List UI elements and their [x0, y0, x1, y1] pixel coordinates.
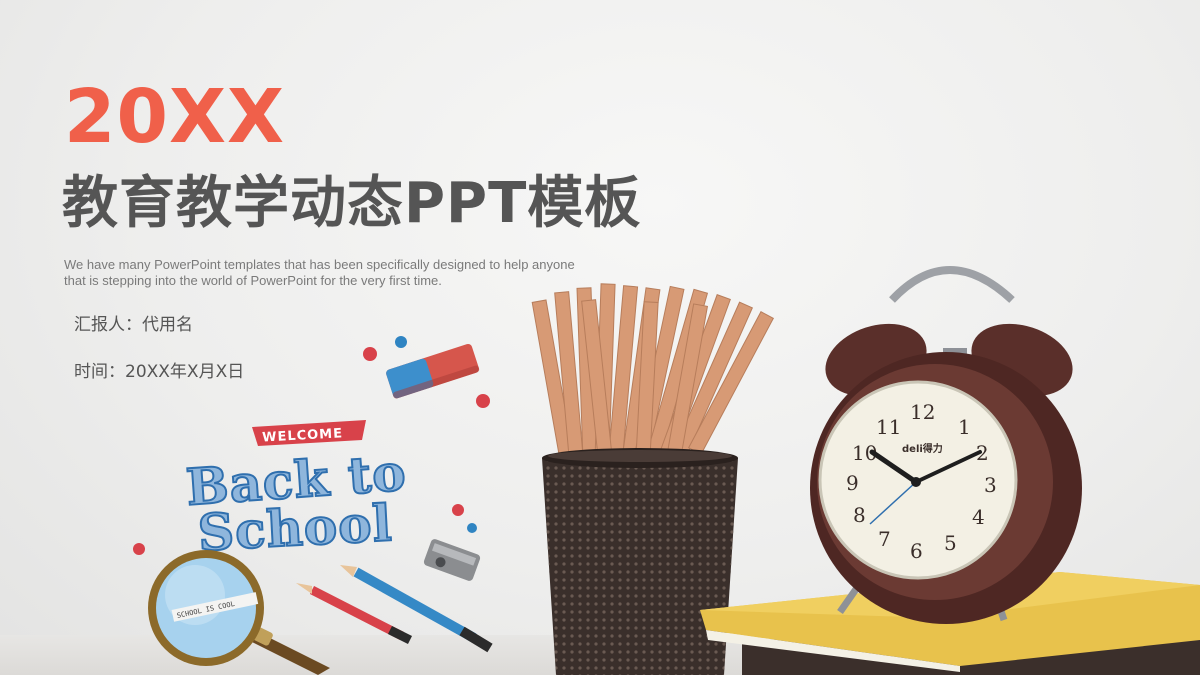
- clock-number: 2: [976, 441, 989, 465]
- reporter-line: 汇报人：代用名: [74, 315, 193, 335]
- welcome-label: WELCOME: [262, 426, 344, 445]
- eraser-icon: [386, 343, 480, 399]
- alarm-clock-icon: 12 1 2 3 4 5 6 7 8 9 10 11 deli得力: [810, 266, 1082, 624]
- clock-face: 12 1 2 3 4 5 6 7 8 9 10 11 deli得力: [846, 400, 997, 563]
- description-line-1: We have many PowerPoint templates that h…: [64, 257, 575, 272]
- welcome-banner: WELCOME: [252, 420, 366, 446]
- clock-number: 1: [958, 415, 971, 439]
- clock-brand: deli得力: [902, 442, 943, 455]
- clock-number: 12: [910, 400, 935, 424]
- time-line: 时间：20XX年X月X日: [74, 362, 245, 382]
- pencil-bundle: [531, 283, 775, 461]
- magnifier-icon: SCHOOL IS COOL: [148, 550, 330, 675]
- year-heading: 20XX: [64, 74, 286, 160]
- clock-number: 9: [846, 471, 859, 495]
- blue-pencil-icon: [340, 565, 493, 653]
- description-line-2: that is stepping into the world of Power…: [64, 273, 442, 288]
- sharpener-icon: [423, 539, 481, 581]
- clock-number: 3: [984, 473, 997, 497]
- slide-title: 教育教学动态PPT模板: [62, 171, 642, 236]
- clock-number: 6: [910, 539, 923, 563]
- clock-number: 4: [972, 505, 985, 529]
- clock-number: 11: [876, 415, 901, 439]
- red-dot: [476, 394, 490, 408]
- red-dot: [452, 504, 464, 516]
- red-dot: [363, 347, 377, 361]
- clock-number: 5: [944, 531, 957, 555]
- blue-dot: [395, 336, 407, 348]
- blue-dot: [467, 523, 477, 533]
- school-text: School: [196, 493, 393, 562]
- pencil-cup: [542, 448, 738, 675]
- clock-number: 7: [878, 527, 891, 551]
- clock-number: 8: [853, 503, 866, 527]
- red-pencil-icon: [296, 583, 413, 645]
- description: We have many PowerPoint templates that h…: [64, 257, 624, 289]
- red-dot: [133, 543, 145, 555]
